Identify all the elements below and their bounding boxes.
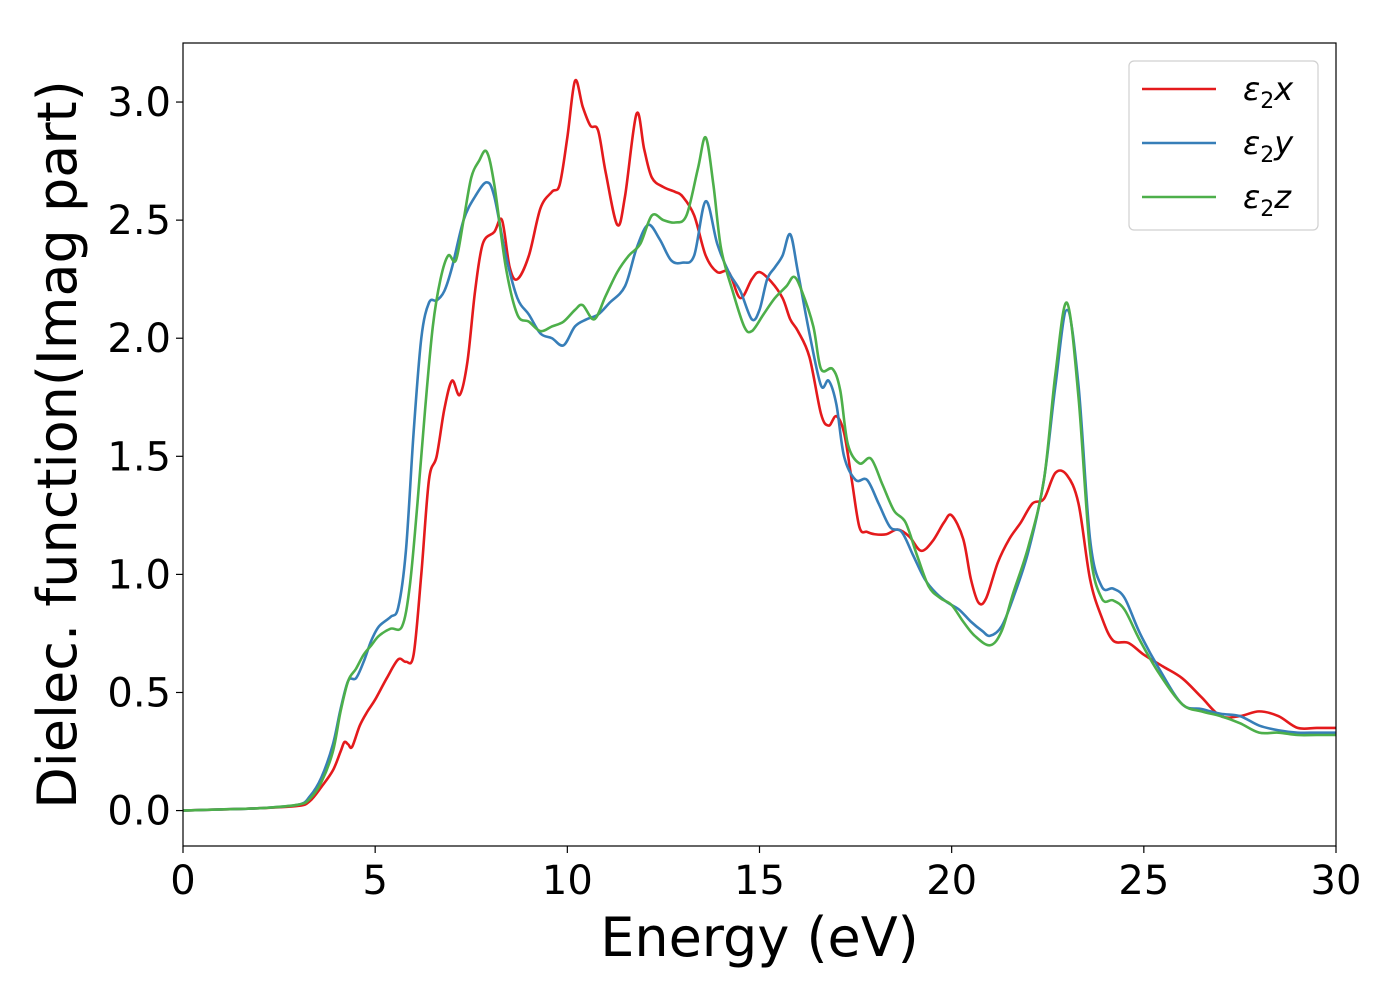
legend-entry-z: ε2z	[1243, 178, 1292, 222]
x-tick-label: 5	[362, 858, 387, 904]
y-tick-label: 2.5	[107, 198, 171, 244]
x-tick-label: 20	[926, 858, 977, 904]
legend-entry-x: ε2x	[1243, 70, 1294, 114]
y-tick-label: 3.0	[107, 80, 171, 126]
x-tick-label: 30	[1311, 858, 1362, 904]
y-tick-label: 1.5	[107, 434, 171, 480]
x-tick-label: 10	[542, 858, 593, 904]
legend-entry-y: ε2y	[1243, 124, 1294, 168]
series-line-x	[183, 78, 1336, 812]
x-tick-label: 15	[734, 858, 785, 904]
legend: ε2x ε2y ε2z	[1128, 60, 1319, 231]
y-tick-label: 0.5	[107, 670, 171, 716]
y-axis-label: Dielec. function(Imag part)	[26, 80, 89, 809]
y-tick-label: 1.0	[107, 552, 171, 598]
x-axis-ticks: 0 5 10 15 20 25 30	[170, 846, 1361, 904]
x-axis-label: Energy (eV)	[600, 906, 919, 969]
y-tick-label: 0.0	[107, 789, 171, 835]
series-layer	[183, 78, 1336, 812]
series-line-z	[183, 136, 1336, 812]
legend-box	[1128, 60, 1319, 231]
x-tick-label: 25	[1118, 858, 1169, 904]
y-tick-label: 2.0	[107, 316, 171, 362]
x-tick-label: 0	[170, 858, 195, 904]
y-axis-ticks: 0.0 0.5 1.0 1.5 2.0 2.5 3.0	[107, 80, 183, 835]
